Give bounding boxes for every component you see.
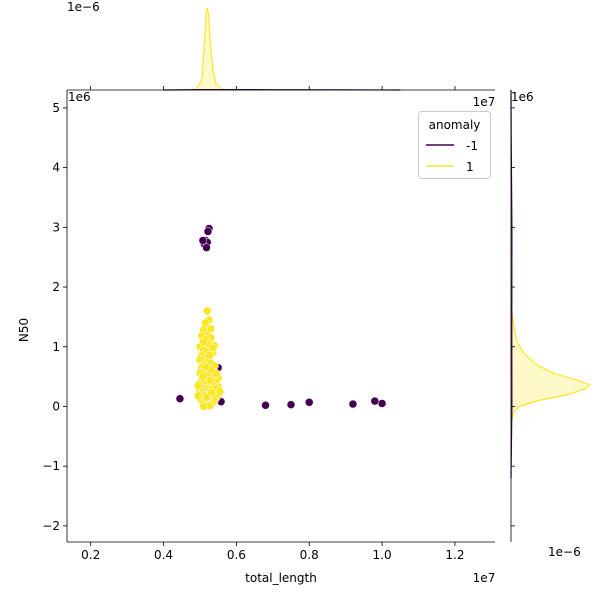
point-1	[194, 392, 202, 400]
point--1	[349, 400, 357, 408]
point--1	[203, 244, 211, 252]
legend-label-1: 1	[466, 160, 474, 174]
y-tick-label: 4	[52, 161, 60, 175]
x-offset-text-main: 1e7	[473, 571, 496, 585]
legend-label-neg1: -1	[466, 139, 478, 153]
y-tick-label: 1	[52, 340, 60, 354]
point--1	[371, 397, 379, 405]
legend: anomaly -1 1	[419, 112, 491, 179]
y-tick-label: −1	[42, 459, 60, 473]
x-tick-label: 1.2	[445, 548, 464, 562]
right-marginal-offset-text: 1e−6	[548, 545, 581, 559]
point-1	[205, 351, 213, 359]
point--1	[262, 401, 270, 409]
y-tick-label: 5	[52, 101, 60, 115]
top-marginal-offset-text: 1e−6	[67, 0, 100, 14]
point-1	[200, 338, 208, 346]
x-tick-label: 0.4	[154, 548, 173, 562]
x-offset-text-top: 1e7	[473, 95, 496, 109]
top-marginal-density	[164, 8, 401, 90]
y-tick-label: 3	[52, 220, 60, 234]
point--1	[204, 228, 212, 236]
point--1	[287, 401, 295, 409]
point--1	[199, 236, 207, 244]
point-1	[199, 373, 207, 381]
y-offset-text-main: 1e6	[68, 90, 91, 104]
y-offset-text-right: 1e6	[511, 90, 534, 104]
point-1	[194, 382, 202, 390]
point-1	[209, 344, 217, 352]
point--1	[305, 398, 313, 406]
x-tick-label: 0.8	[300, 548, 319, 562]
point-1	[203, 307, 211, 315]
point-1	[216, 388, 224, 396]
right-density-fill-1	[511, 305, 590, 424]
y-tick-label: 0	[52, 399, 60, 413]
x-tick-label: 1.0	[373, 548, 392, 562]
point-1	[202, 363, 210, 371]
right-marginal-density	[511, 90, 590, 478]
y-tick-label: 2	[52, 280, 60, 294]
y-axis-label: N50	[17, 318, 31, 342]
point--1	[176, 395, 184, 403]
point--1	[378, 399, 386, 407]
legend-title: anomaly	[429, 118, 481, 132]
y-tick-label: −2	[42, 519, 60, 533]
x-axis-label: total_length	[245, 571, 317, 585]
point-1	[206, 376, 214, 384]
point-1	[203, 394, 211, 402]
point-1	[200, 402, 208, 410]
scatter-points	[176, 225, 386, 411]
x-tick-label: 0.2	[81, 548, 100, 562]
x-tick-label: 0.6	[227, 548, 246, 562]
